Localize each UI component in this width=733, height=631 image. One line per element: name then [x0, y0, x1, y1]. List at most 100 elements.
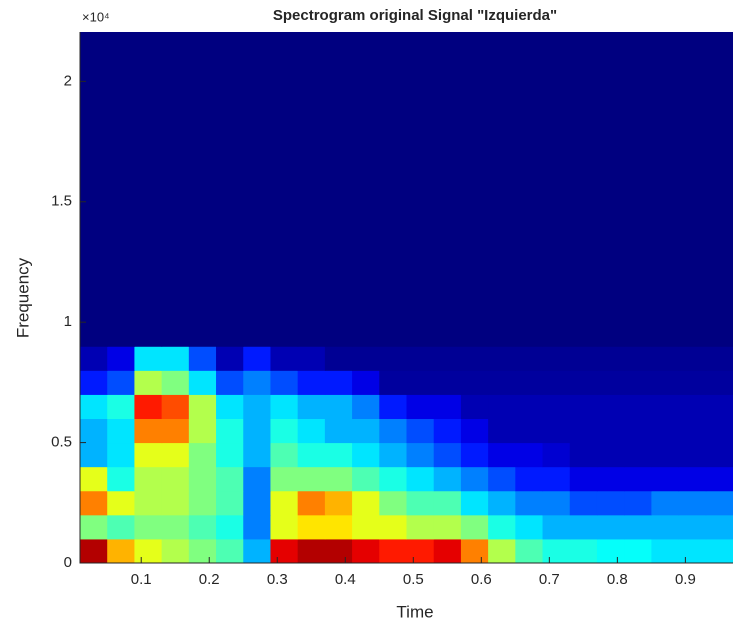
- heatmap-cell: [107, 442, 135, 468]
- heatmap-cell: [705, 394, 733, 420]
- heatmap-cell: [379, 394, 407, 420]
- heatmap-cell: [379, 466, 407, 492]
- x-tick-label: 0.5: [403, 571, 424, 588]
- heatmap-cell: [107, 538, 135, 564]
- heatmap-cell: [624, 466, 652, 492]
- axes-frame: [79, 32, 733, 564]
- heatmap-cell: [678, 466, 707, 492]
- heatmap-cell: [596, 514, 625, 540]
- heatmap-cell: [678, 442, 707, 468]
- heatmap-cell: [433, 394, 462, 420]
- heatmap-cell: [678, 346, 707, 371]
- heatmap-cell: [379, 418, 407, 444]
- heatmap-cell: [651, 490, 680, 516]
- heatmap-cell: [243, 466, 271, 492]
- heatmap-cell: [324, 418, 353, 444]
- heatmap-cell: [80, 32, 108, 347]
- heatmap-cell: [134, 370, 163, 395]
- heatmap-cell: [542, 490, 571, 516]
- heatmap-cell: [80, 370, 108, 395]
- heatmap-cell: [705, 514, 733, 540]
- heatmap-cell: [596, 394, 625, 420]
- heatmap-cell: [651, 418, 680, 444]
- chart-title: Spectrogram original Signal "Izquierda": [273, 7, 557, 24]
- heatmap-cell: [243, 442, 271, 468]
- heatmap-cell: [460, 394, 489, 420]
- heatmap-cell: [515, 514, 544, 540]
- heatmap-cell: [216, 346, 244, 371]
- x-tick-label: 0.1: [131, 571, 152, 588]
- heatmap-cell: [460, 346, 489, 371]
- heatmap-cell: [379, 490, 407, 516]
- heatmap-cell: [651, 466, 680, 492]
- heatmap-cell: [324, 370, 353, 395]
- heatmap-cell: [488, 490, 516, 516]
- heatmap-cell: [406, 370, 435, 395]
- heatmap-cell: [651, 442, 680, 468]
- heatmap-cell: [542, 394, 571, 420]
- heatmap-cell: [678, 538, 707, 564]
- heatmap-cell: [433, 538, 462, 564]
- heatmap-cell: [216, 466, 244, 492]
- heatmap-cell: [243, 490, 271, 516]
- heatmap-cell: [297, 514, 326, 540]
- heatmap-cell: [297, 394, 326, 420]
- heatmap-cell: [488, 370, 516, 395]
- heatmap-cell: [107, 370, 135, 395]
- heatmap-cell: [352, 514, 380, 540]
- heatmap-cell: [433, 346, 462, 371]
- heatmap-cell: [651, 514, 680, 540]
- heatmap-cell: [161, 466, 190, 492]
- heatmap-cell: [216, 418, 244, 444]
- heatmap-cell: [705, 32, 733, 347]
- heatmap-cell: [460, 442, 489, 468]
- heatmap-cell: [270, 442, 299, 468]
- heatmap-cell: [297, 538, 326, 564]
- heatmap-cell: [515, 32, 544, 347]
- x-tick-label: 0.2: [199, 571, 220, 588]
- heatmap-cell: [406, 418, 435, 444]
- heatmap-cell: [107, 346, 135, 371]
- heatmap-cell: [161, 370, 190, 395]
- heatmap-cell: [134, 514, 163, 540]
- heatmap-cell: [379, 442, 407, 468]
- heatmap-cell: [542, 418, 571, 444]
- heatmap-cell: [651, 32, 680, 347]
- heatmap-cell: [134, 394, 163, 420]
- heatmap-cell: [352, 32, 380, 347]
- heatmap-cell: [324, 490, 353, 516]
- heatmap-cell: [488, 466, 516, 492]
- heatmap-cell: [460, 466, 489, 492]
- heatmap-cell: [569, 32, 598, 347]
- heatmap-cell: [107, 418, 135, 444]
- heatmap-cell: [270, 490, 299, 516]
- heatmap-cell: [460, 538, 489, 564]
- heatmap-cell: [651, 394, 680, 420]
- heatmap-cell: [705, 370, 733, 395]
- heatmap-cell: [678, 418, 707, 444]
- heatmap-cell: [542, 466, 571, 492]
- heatmap-cell: [596, 418, 625, 444]
- heatmap-cell: [379, 538, 407, 564]
- heatmap-cell: [542, 370, 571, 395]
- heatmap-cell: [161, 418, 190, 444]
- heatmap-cell: [379, 370, 407, 395]
- heatmap-cell: [488, 394, 516, 420]
- heatmap-cell: [596, 490, 625, 516]
- heatmap-cell: [243, 370, 271, 395]
- heatmap-cell: [297, 370, 326, 395]
- heatmap-cell: [569, 370, 598, 395]
- heatmap-cell: [352, 490, 380, 516]
- heatmap-cell: [216, 32, 244, 347]
- heatmap-cell: [352, 442, 380, 468]
- heatmap-cell: [188, 442, 217, 468]
- heatmap-cell: [488, 514, 516, 540]
- heatmap-cell: [488, 32, 516, 347]
- heatmap-cell: [705, 538, 733, 564]
- heatmap-cell: [243, 418, 271, 444]
- heatmap-cell: [651, 538, 680, 564]
- heatmap-cell: [379, 514, 407, 540]
- heatmap-cell: [297, 346, 326, 371]
- heatmap-cell: [596, 538, 625, 564]
- heatmap-cell: [542, 346, 571, 371]
